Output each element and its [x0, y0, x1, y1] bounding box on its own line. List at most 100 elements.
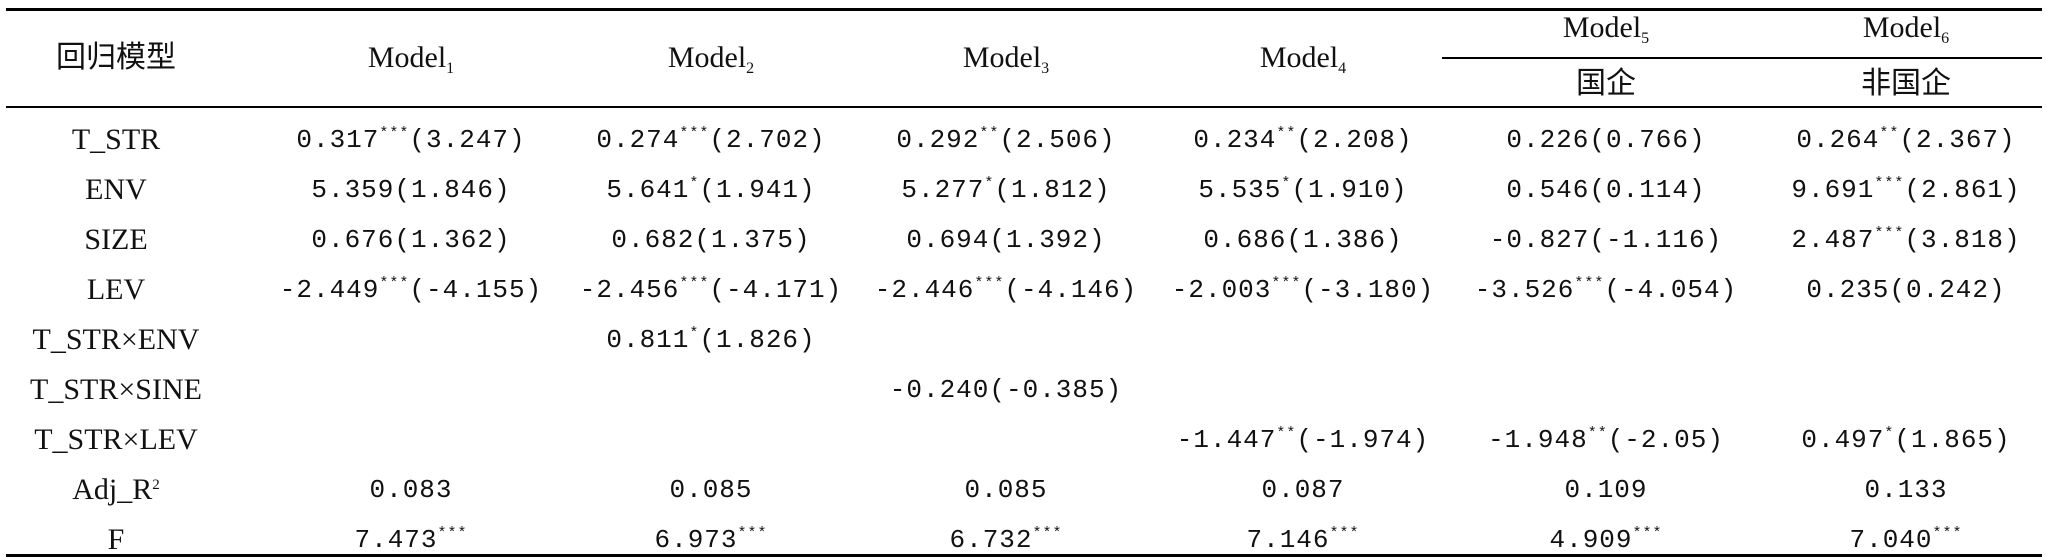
table-cell: 0.226(0.766) [1458, 120, 1754, 160]
row-label-text: T_STR×LEV [34, 423, 198, 456]
t-statistic: (-4.171) [709, 275, 843, 305]
significance-stars: *** [1271, 275, 1302, 292]
significance-stars: *** [1574, 275, 1605, 292]
header-rule [6, 106, 2042, 108]
significance-stars: ** [1276, 125, 1297, 142]
row-label-text: Adj_R [72, 473, 153, 506]
coefficient-value: 0.264 [1796, 125, 1880, 155]
t-statistic: (1.865) [1894, 425, 2011, 455]
row-label-text: T_STR×ENV [32, 323, 200, 356]
table-cell: 0.085 [858, 470, 1154, 510]
t-statistic: (-2.05) [1607, 425, 1724, 455]
coefficient-value: 0.497 [1801, 425, 1885, 455]
row-label-superscript: 2 [152, 477, 160, 493]
t-statistic: (-1.116) [1589, 225, 1723, 255]
table-cell: 0.317***(3.247) [263, 120, 559, 160]
model-header: Model1 [263, 38, 559, 78]
table-cell: 6.732*** [858, 520, 1154, 560]
coefficient-value: 0.234 [1193, 125, 1277, 155]
t-statistic: (2.702) [709, 125, 826, 155]
model-name: Model [667, 41, 747, 74]
table-cell: -2.449***(-4.155) [263, 270, 559, 310]
coefficient-value: 0.133 [1864, 475, 1948, 505]
significance-stars: * [1281, 175, 1292, 192]
coefficient-value: 0.226 [1506, 125, 1590, 155]
coefficient-value: 7.473 [354, 525, 438, 555]
table-cell: -0.240(-0.385) [858, 370, 1154, 410]
significance-stars: * [1884, 425, 1895, 442]
model-subscript: 2 [746, 60, 755, 77]
t-statistic: (1.386) [1286, 225, 1403, 255]
coefficient-value: 5.641 [606, 175, 690, 205]
table-cell: 0.234**(2.208) [1155, 120, 1451, 160]
coefficient-value: 0.083 [369, 475, 453, 505]
t-statistic: (-0.385) [989, 375, 1123, 405]
coefficient-value: 0.109 [1564, 475, 1648, 505]
table-cell: 5.641*(1.941) [563, 170, 859, 210]
table-cell: -2.456***(-4.171) [563, 270, 859, 310]
significance-stars: *** [437, 525, 468, 542]
table-cell: 4.909*** [1458, 520, 1754, 560]
table-cell: 0.087 [1155, 470, 1451, 510]
table-cell: 0.497*(1.865) [1758, 420, 2048, 460]
t-statistic: (1.362) [394, 225, 511, 255]
table-cell: 0.811*(1.826) [563, 320, 859, 360]
model-header: Model2 [563, 38, 859, 78]
group-label: 非国企 [1861, 67, 1951, 100]
significance-stars: *** [1874, 225, 1905, 242]
model-name: Model [962, 41, 1042, 74]
row-label-text: T_STR×SINE [30, 373, 202, 406]
row-label-text: T_STR [71, 123, 161, 156]
t-statistic: (0.242) [1889, 275, 2006, 305]
table-cell: 5.359(1.846) [263, 170, 559, 210]
t-statistic: (2.208) [1296, 125, 1413, 155]
coefficient-value: -3.526 [1474, 275, 1575, 305]
table-cell: 6.973*** [563, 520, 859, 560]
model-subscript: 4 [1338, 60, 1347, 77]
coefficient-value: 0.811 [606, 325, 690, 355]
table-cell: 5.277*(1.812) [858, 170, 1154, 210]
table-cell: 0.292**(2.506) [858, 120, 1154, 160]
table-cell: 0.682(1.375) [563, 220, 859, 260]
model-subscript: 1 [446, 60, 455, 77]
coefficient-value: -2.456 [579, 275, 680, 305]
model-subscript: 5 [1641, 30, 1650, 47]
coefficient-value: 6.973 [654, 525, 738, 555]
coefficient-value: 0.694 [906, 225, 990, 255]
row-label: ENV [6, 170, 226, 210]
coefficient-value: 0.085 [669, 475, 753, 505]
coefficient-value: 5.535 [1198, 175, 1282, 205]
row-label-text: ENV [85, 173, 147, 206]
coefficient-value: -2.446 [874, 275, 975, 305]
table-cell: 0.676(1.362) [263, 220, 559, 260]
table-cell: 0.694(1.392) [858, 220, 1154, 260]
coefficient-value: 5.359 [311, 175, 395, 205]
coefficient-value: -1.948 [1488, 425, 1588, 455]
coefficient-value: 0.317 [296, 125, 380, 155]
coefficient-value: 0.235 [1806, 275, 1890, 305]
model-name: Model [1862, 11, 1942, 44]
significance-stars: ** [1276, 425, 1297, 442]
significance-stars: ** [1879, 125, 1900, 142]
model-name: Model [1259, 41, 1339, 74]
group-label: 国企 [1576, 67, 1636, 100]
significance-stars: * [689, 175, 700, 192]
significance-stars: *** [679, 275, 710, 292]
t-statistic: (-1.974) [1296, 425, 1430, 455]
table-cell: -0.827(-1.116) [1458, 220, 1754, 260]
coefficient-value: 2.487 [1791, 225, 1875, 255]
table-cell: 7.040*** [1758, 520, 2048, 560]
table-cell: 2.487***(3.818) [1758, 220, 2048, 260]
table-cell: 0.264**(2.367) [1758, 120, 2048, 160]
coefficient-value: 4.909 [1549, 525, 1633, 555]
t-statistic: (3.818) [1904, 225, 2021, 255]
row-label: Adj_R2 [6, 470, 226, 510]
model-subscript: 6 [1941, 30, 1950, 47]
significance-stars: *** [379, 125, 410, 142]
coefficient-value: 5.277 [901, 175, 985, 205]
row-label-header: 回归模型 [56, 41, 176, 74]
significance-stars: *** [1632, 525, 1663, 542]
row-label: LEV [6, 270, 226, 310]
t-statistic: (0.766) [1589, 125, 1706, 155]
coefficient-value: -1.447 [1176, 425, 1277, 455]
